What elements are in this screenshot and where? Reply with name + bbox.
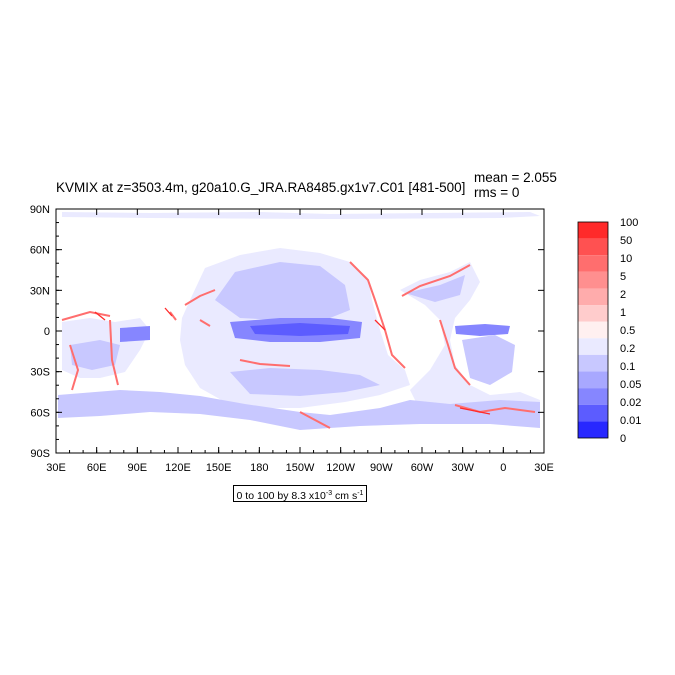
y-tick-marks <box>56 208 544 454</box>
colorbar-label: 1 <box>620 307 626 319</box>
colorbar-label: 0.5 <box>620 325 635 337</box>
colorbar-frame <box>577 221 609 439</box>
y-tick-label: 0 <box>44 326 50 338</box>
x-tick-label: 60W <box>411 462 434 474</box>
colorbar-swatch <box>578 404 608 422</box>
colorbar-labels: 100 50 10 5 2 1 0.5 0.2 0.1 0.05 0.02 0.01 0 <box>620 217 641 445</box>
x-tick-label: 30E <box>46 462 66 474</box>
units-label: 0 to 100 by 8.3 x10-3 cm s-1 <box>233 485 367 502</box>
units-prefix: 0 to 100 by 8.3 x10 <box>236 490 326 502</box>
units-mid: cm s <box>332 490 358 502</box>
colorbar-label: 10 <box>620 253 632 265</box>
y-tick-label: 30N <box>30 285 50 297</box>
colorbar-swatch <box>578 354 608 372</box>
x-tick-marks <box>55 209 545 453</box>
colorbar-label: 5 <box>620 271 626 283</box>
pacific-interior-region <box>215 262 380 396</box>
equatorial-pacific-core <box>250 323 350 336</box>
x-tick-label: 90W <box>370 462 393 474</box>
arctic-ocean-region <box>62 212 540 219</box>
southern-ocean-region <box>58 390 540 430</box>
chart-title: KVMIX at z=3503.4m, g20a10.G_JRA.RA8485.… <box>56 180 466 195</box>
colorbar-swatch <box>578 421 608 438</box>
x-tick-label: 90E <box>128 462 148 474</box>
units-exp-2: -1 <box>357 490 364 497</box>
ocean-field <box>58 212 540 430</box>
colorbar-label: 50 <box>620 235 632 247</box>
colorbar-label: 100 <box>620 217 638 229</box>
colorbar-swatch <box>578 371 608 389</box>
stats-block: mean = 2.055 rms = 0 <box>474 170 557 200</box>
rms-label: rms = 0 <box>474 185 520 200</box>
indian-interior-region <box>70 340 120 370</box>
colorbar-swatch <box>578 305 608 322</box>
x-tick-label: 180 <box>250 462 268 474</box>
colorbar-label: 0.05 <box>620 379 641 391</box>
colorbar-label: 2 <box>620 289 626 301</box>
colorbar-swatch <box>578 238 608 256</box>
colorbar-label: 0.2 <box>620 343 635 355</box>
x-tick-label: 150E <box>206 462 232 474</box>
x-tick-label: 30E <box>534 462 554 474</box>
colorbar-label: 0.01 <box>620 415 641 427</box>
boundary-peak-values <box>94 307 491 415</box>
colorbar-label: 0.02 <box>620 397 641 409</box>
boundary-high-values <box>61 261 536 429</box>
x-tick-label: 120W <box>326 462 355 474</box>
y-tick-label: 60N <box>30 245 50 257</box>
x-tick-label: 0 <box>500 462 506 474</box>
colorbar-swatch <box>578 222 608 239</box>
equatorial-indian-band <box>120 326 150 342</box>
y-tick-label: 30S <box>30 367 50 379</box>
colorbar-swatch <box>578 321 608 339</box>
colorbar-swatch <box>578 255 608 272</box>
colorbar-label: 0 <box>620 433 626 445</box>
x-tick-labels: 30E 60E 90E 120E 150E 180 150W 120W 90W 60W 30W 0 30… <box>46 462 554 474</box>
y-tick-label: 90N <box>30 204 50 216</box>
x-tick-label: 30W <box>451 462 474 474</box>
colorbar-swatch <box>578 271 608 289</box>
y-tick-labels: 90N 60N 30N 0 30S 60S 90S <box>30 204 50 460</box>
x-tick-label: 150W <box>286 462 315 474</box>
colorbar-swatch <box>578 288 608 306</box>
mean-label: mean = 2.055 <box>474 170 557 185</box>
atlantic-interior-region <box>405 275 515 385</box>
units-exp-1: -3 <box>325 490 333 497</box>
colorbar-boxes <box>577 221 609 439</box>
colorbar-label: 0.1 <box>620 361 635 373</box>
x-tick-label: 120E <box>165 462 191 474</box>
colorbar-swatch <box>578 388 608 405</box>
y-tick-label: 60S <box>30 407 50 419</box>
y-tick-label: 90S <box>30 448 50 460</box>
colorbar-swatch <box>578 338 608 355</box>
x-tick-label: 60E <box>87 462 107 474</box>
equatorial-atlantic-band <box>455 324 510 336</box>
